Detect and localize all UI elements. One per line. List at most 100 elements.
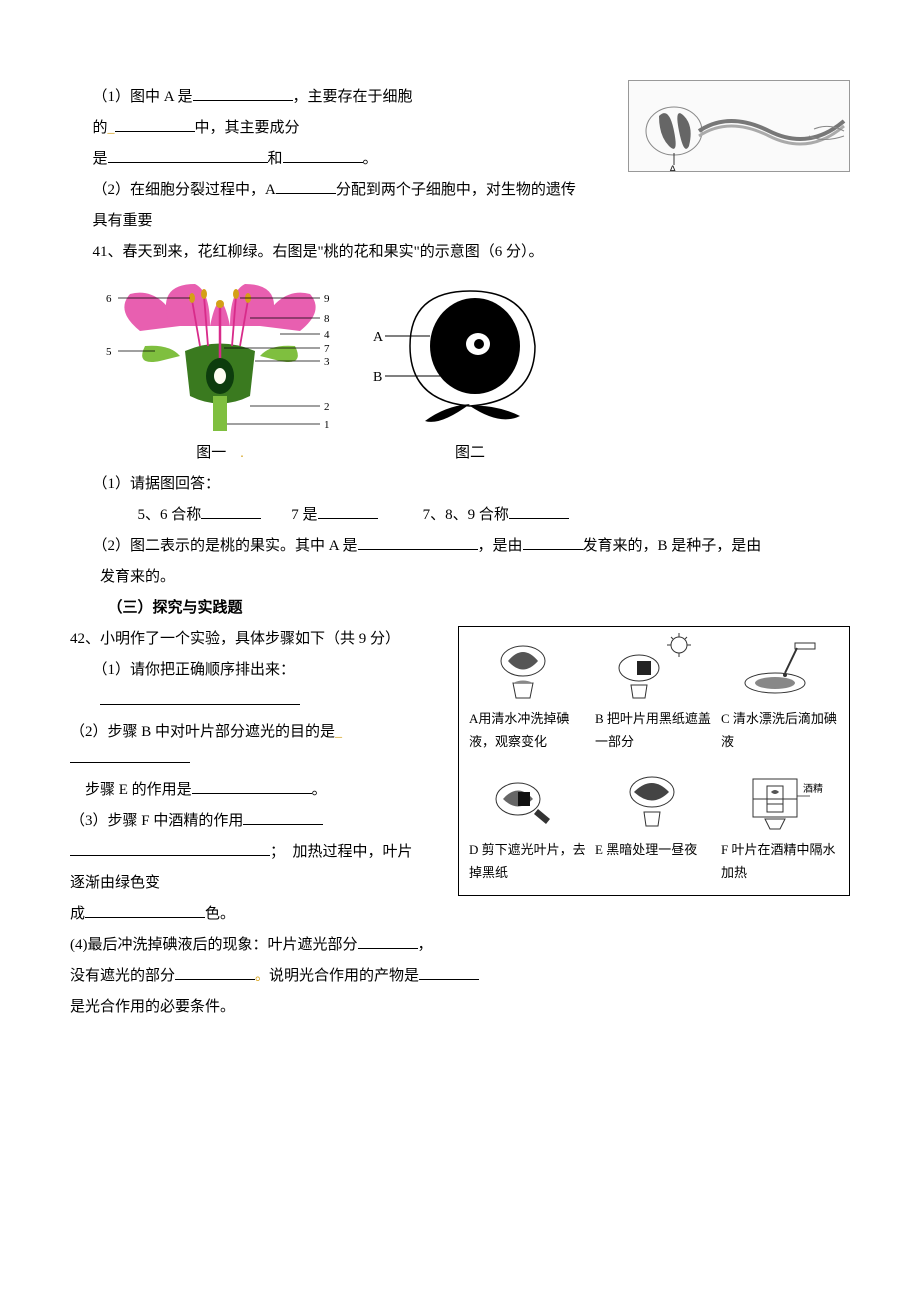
svg-text:6: 6: [106, 293, 112, 305]
blank: [358, 534, 478, 550]
dot-icon: .: [226, 446, 244, 461]
blank: [318, 503, 378, 519]
figure-captions: 图一 . 图二: [100, 440, 850, 467]
dark-plant-icon: [614, 764, 694, 834]
svg-text:2: 2: [324, 401, 330, 413]
q42-sub4-line3: 是光合作用的必要条件。: [70, 994, 850, 1021]
blank: [201, 503, 261, 519]
plant-cover-icon: [609, 633, 699, 703]
exp-cell-d: D 剪下遮光叶片，去掉黑纸: [469, 764, 587, 885]
blank: [358, 933, 418, 949]
blank: [243, 809, 323, 825]
dot-icon: _: [335, 725, 342, 740]
caption-fig2: 图二: [370, 440, 570, 467]
q41-s2-prefix: （2）图二表示的是桃的果实。其中 A 是: [93, 538, 358, 554]
blank: [283, 147, 363, 163]
svg-text:5: 5: [106, 346, 112, 358]
blank: [108, 147, 268, 163]
q42-s2l2-end: 。: [312, 782, 327, 798]
q41-s1-b: 7 是: [291, 507, 317, 523]
chromosome-figure: A: [628, 80, 850, 172]
blank: [100, 689, 300, 705]
blank: [70, 747, 190, 763]
q41-s2-suffix: 发育来的，B 是种子，是由: [583, 538, 762, 554]
exp-c-label: C 清水漂洗后滴加碘液: [721, 707, 839, 754]
q42-s3-prefix: （3）步骤 F 中酒精的作用: [70, 813, 243, 829]
blank: [115, 116, 195, 132]
exp-e-label: E 黑暗处理一昼夜: [595, 838, 713, 861]
q42-sub3-line4: 成 色。: [70, 901, 850, 928]
q42-s2l2-prefix: 步骤 E 的作用是: [85, 782, 192, 798]
q40-l3-prefix: 是: [93, 151, 108, 167]
q41-intro: 41、春天到来，花红柳绿。右图是"桃的花和果实"的示意图（6 分）。: [70, 239, 850, 266]
svg-text:1: 1: [324, 419, 330, 431]
fruit-label-b: B: [373, 370, 382, 385]
exp-d-label: D 剪下遮光叶片，去掉黑纸: [469, 838, 587, 885]
q42-s4l2-prefix: 没有遮光的部分: [70, 968, 175, 984]
dot-icon: _: [108, 121, 115, 136]
q41-sub2-line2: 发育来的。: [70, 564, 850, 591]
blank: [85, 902, 205, 918]
q42-s2-prefix: （2）步骤 B 中对叶片部分遮光的目的是: [70, 724, 335, 740]
q42-s3l4-end: 色。: [205, 906, 235, 922]
q42-sub4: (4)最后冲洗掉碘液后的现象：叶片遮光部分 ，: [70, 932, 850, 959]
blank: [523, 534, 583, 550]
q40-l1-suffix: ，主要存在于细胞: [293, 89, 413, 105]
exp-f-label: F 叶片在酒精中隔水加热: [721, 838, 839, 885]
q42-s3l2-suffix: ； 加热过程中，叶片: [270, 844, 413, 860]
alcohol-text: 酒精: [803, 782, 823, 795]
exp-cell-c: C 清水漂洗后滴加碘液: [721, 633, 839, 754]
q41-s2-mid: ，是由: [478, 538, 523, 554]
exp-b-label: B 把叶片用黑纸遮盖一部分: [595, 707, 713, 754]
q42-s4-prefix: (4)最后冲洗掉碘液后的现象：叶片遮光部分: [70, 937, 358, 953]
q40-l3-end: 。: [363, 151, 378, 167]
exp-cell-f: 酒精 F 叶片在酒精中隔水加热: [721, 764, 839, 885]
fruit-figure: A B: [370, 276, 570, 426]
q41-s1-a: 5、6 合称: [138, 507, 202, 523]
svg-text:8: 8: [324, 313, 330, 325]
svg-text:7: 7: [324, 343, 330, 355]
exp-cell-e: E 黑暗处理一昼夜: [595, 764, 713, 885]
flower-fruit-figures: 9 8 4 3 7 2 1 5 6: [100, 276, 850, 436]
q42-sub4-line2: 没有遮光的部分 。说明光合作用的产物是: [70, 963, 850, 990]
q41-sub2-line1: （2）图二表示的是桃的果实。其中 A 是 ，是由 发育来的，B 是种子，是由: [70, 533, 850, 560]
q42-s3l4-prefix: 成: [70, 906, 85, 922]
exp-a-label: A用清水冲洗掉碘液，观察变化: [469, 707, 587, 754]
dot-icon: 。: [255, 969, 269, 984]
q40-l4-suffix: 分配到两个子细胞中，对生物的遗传: [336, 182, 576, 198]
flower-figure: 9 8 4 3 7 2 1 5 6: [100, 276, 340, 436]
q41-sub1: （1）请据图回答：: [70, 471, 850, 498]
svg-text:9: 9: [324, 293, 330, 305]
caption-fig1: 图一 .: [100, 440, 340, 467]
blank: [419, 964, 479, 980]
svg-text:4: 4: [324, 329, 330, 341]
svg-text:A: A: [669, 164, 677, 171]
section-3-heading: （三）探究与实践题: [70, 595, 850, 622]
blank: [509, 503, 569, 519]
blank: [193, 85, 293, 101]
q40-l2-prefix: 的: [93, 120, 108, 136]
plant-wash-icon: [488, 633, 568, 703]
blank: [276, 178, 336, 194]
q40-l4-prefix: （2）在细胞分裂过程中，A: [93, 182, 276, 198]
cut-leaf-icon: [488, 764, 568, 834]
q41-sub1-content: 5、6 合称 7 是 7、8、9 合称: [70, 502, 850, 529]
alcohol-heat-icon: 酒精: [735, 764, 825, 834]
blank: [70, 840, 270, 856]
flower-svg: 9 8 4 3 7 2 1 5 6: [100, 276, 340, 436]
fruit-svg: A B: [370, 276, 570, 426]
q42-s4l2-suffix: 说明光合作用的产物是: [269, 968, 419, 984]
experiment-box: A用清水冲洗掉碘液，观察变化 B 把叶片用黑纸遮盖一部分: [458, 626, 850, 896]
q40-l1-prefix: （1）图中 A 是: [93, 89, 193, 105]
q41-s1-c: 7、8、9 合称: [423, 507, 509, 523]
q40-line4: （2）在细胞分裂过程中，A 分配到两个子细胞中，对生物的遗传: [70, 177, 850, 204]
q40-l2-mid: 中，其主要成分: [195, 120, 300, 136]
blank: [175, 964, 255, 980]
q40-line5: 具有重要: [70, 208, 850, 235]
svg-text:3: 3: [324, 356, 330, 368]
fruit-label-a: A: [373, 330, 384, 345]
exp-cell-a: A用清水冲洗掉碘液，观察变化: [469, 633, 587, 754]
q42-s4-mid: ，: [418, 937, 433, 953]
q40-l3-and: 和: [268, 151, 283, 167]
blank: [192, 778, 312, 794]
